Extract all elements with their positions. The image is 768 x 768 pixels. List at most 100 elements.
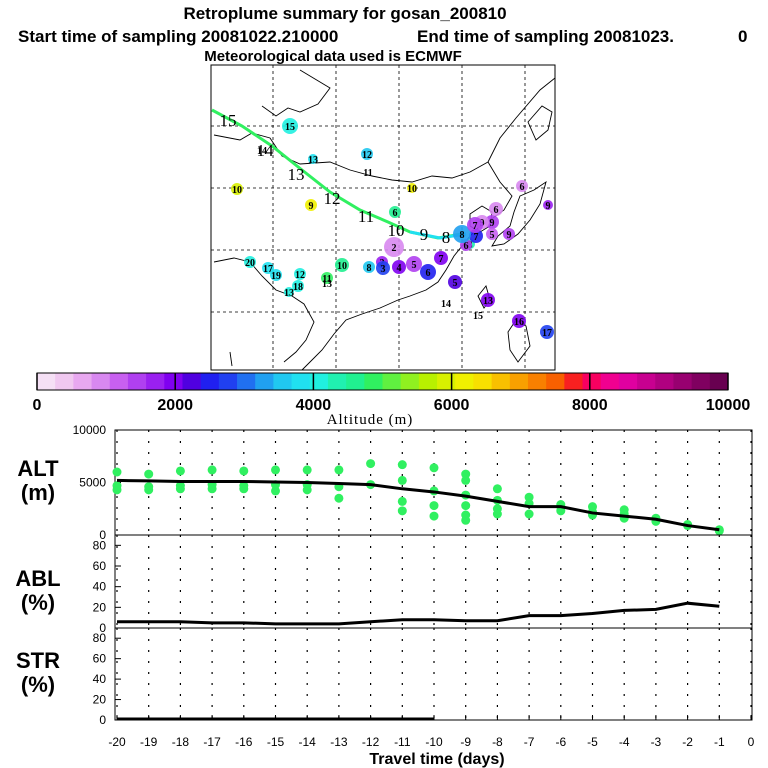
x-tick-label: -18	[172, 735, 190, 749]
alt-scatter-point	[112, 467, 122, 477]
track-day-label: 13	[288, 165, 305, 184]
cluster-label: 11	[363, 168, 372, 179]
colorbar-swatch	[364, 373, 383, 390]
alt-scatter-point	[271, 465, 280, 475]
cluster-label: 18	[293, 282, 303, 293]
y-tick-label: 0	[99, 713, 106, 727]
cluster-label: 14	[257, 146, 267, 157]
colorbar-swatch	[546, 373, 565, 390]
cluster-label: 10	[407, 184, 417, 195]
cluster-label: 7	[474, 232, 479, 243]
cluster-marker	[481, 293, 495, 307]
end-time-suffix: 0	[738, 27, 747, 46]
colorbar-swatch	[218, 373, 238, 390]
cluster-label: 9	[546, 201, 551, 212]
cluster-label: 12	[295, 270, 305, 281]
colorbar-tick-label: 2000	[157, 397, 193, 414]
altitude-colorbar: 0 2000 4000 6000 8000 10000 Altitude (m)	[33, 372, 750, 428]
colorbar-swatch	[237, 373, 256, 390]
cluster-marker	[284, 287, 294, 297]
cluster-marker	[363, 261, 375, 273]
colorbar-swatch	[346, 373, 365, 390]
colorbar-swatch	[527, 373, 547, 390]
cluster-marker	[335, 258, 349, 272]
colorbar-tick-label: 6000	[434, 397, 470, 414]
cluster-marker	[376, 261, 390, 275]
alt-scatter-point	[207, 465, 217, 475]
cluster-marker	[231, 183, 243, 195]
met-data-label: Meteorological data used is ECMWF	[204, 48, 462, 65]
map-gridlines	[211, 65, 555, 370]
cluster-marker	[448, 275, 462, 289]
colorbar-swatch	[309, 373, 329, 390]
cluster-label: 19	[271, 271, 281, 282]
cluster-label: 8	[460, 230, 465, 241]
alt-scatter-point	[175, 466, 185, 476]
str-units: (%)	[21, 672, 55, 697]
cluster-label: 8	[367, 263, 372, 274]
alt-scatter-point	[524, 509, 534, 519]
cluster-marker	[308, 154, 318, 164]
alt-label: ALT	[17, 456, 59, 481]
alt-panel: ALT (m) 10000 5000 0	[17, 423, 753, 542]
cluster-label: 12	[362, 150, 372, 161]
alt-units: (m)	[21, 480, 55, 505]
x-tick-label: -7	[524, 735, 535, 749]
colorbar-swatch	[55, 373, 74, 390]
x-tick-label: -8	[492, 735, 503, 749]
y-tick-label: 5000	[79, 476, 106, 490]
colorbar-swatch	[73, 373, 93, 390]
travel-time-xlabel: Travel time (days)	[369, 751, 504, 768]
cluster-label: 9	[309, 201, 314, 212]
cluster-label: 2	[392, 243, 397, 254]
alt-scatter-point	[366, 459, 376, 469]
abl-label: ABL	[15, 566, 60, 591]
alt-scatter-point	[429, 501, 439, 511]
cluster-label: 6	[494, 205, 499, 216]
cluster-marker	[453, 225, 471, 243]
x-tick-label: -17	[203, 735, 221, 749]
track-day-label: 14	[257, 141, 275, 160]
alt-scatter-point	[207, 484, 217, 494]
cluster-marker	[282, 118, 298, 134]
alt-scatter-point	[524, 492, 534, 502]
alt-scatter-point	[112, 485, 122, 495]
colorbar-swatch	[473, 373, 493, 390]
cluster-label: 6	[520, 182, 525, 193]
track-day-label: 10	[388, 221, 405, 240]
colorbar-swatch	[109, 373, 129, 390]
cluster-marker	[244, 256, 256, 268]
colorbar-swatch	[91, 373, 111, 390]
colorbar-swatch	[327, 373, 347, 390]
cluster-marker	[543, 200, 553, 210]
colorbar-swatch	[273, 373, 293, 390]
cluster-marker	[361, 148, 373, 160]
x-tick-label: -20	[108, 735, 126, 749]
cluster-label: 17	[542, 328, 552, 339]
alt-scatter-point	[397, 460, 407, 470]
colorbar-swatch	[400, 373, 420, 390]
cluster-label: 13	[483, 296, 493, 307]
x-tick-label: -11	[394, 735, 411, 749]
cluster-marker	[389, 206, 401, 218]
x-tick-label: -4	[619, 735, 630, 749]
colorbar-swatch	[182, 373, 202, 390]
colorbar-swatch	[673, 373, 693, 390]
y-tick-label: 60	[93, 559, 107, 573]
y-tick-label: 40	[93, 672, 107, 686]
alt-scatter-point	[302, 465, 312, 475]
track-day-label: 9	[420, 225, 429, 244]
alt-scatter-point	[461, 469, 471, 479]
colorbar-swatch	[146, 373, 165, 390]
cluster-marker	[434, 251, 448, 265]
colorbar-tick-label: 8000	[572, 397, 608, 414]
x-tick-label: -13	[330, 735, 348, 749]
colorbar-swatch	[618, 373, 638, 390]
y-tick-label: 20	[93, 600, 107, 614]
x-tick-label: -9	[460, 735, 471, 749]
colorbar-swatch	[37, 373, 56, 390]
cluster-label: 10	[232, 185, 242, 196]
alt-scatter-point	[397, 506, 407, 516]
